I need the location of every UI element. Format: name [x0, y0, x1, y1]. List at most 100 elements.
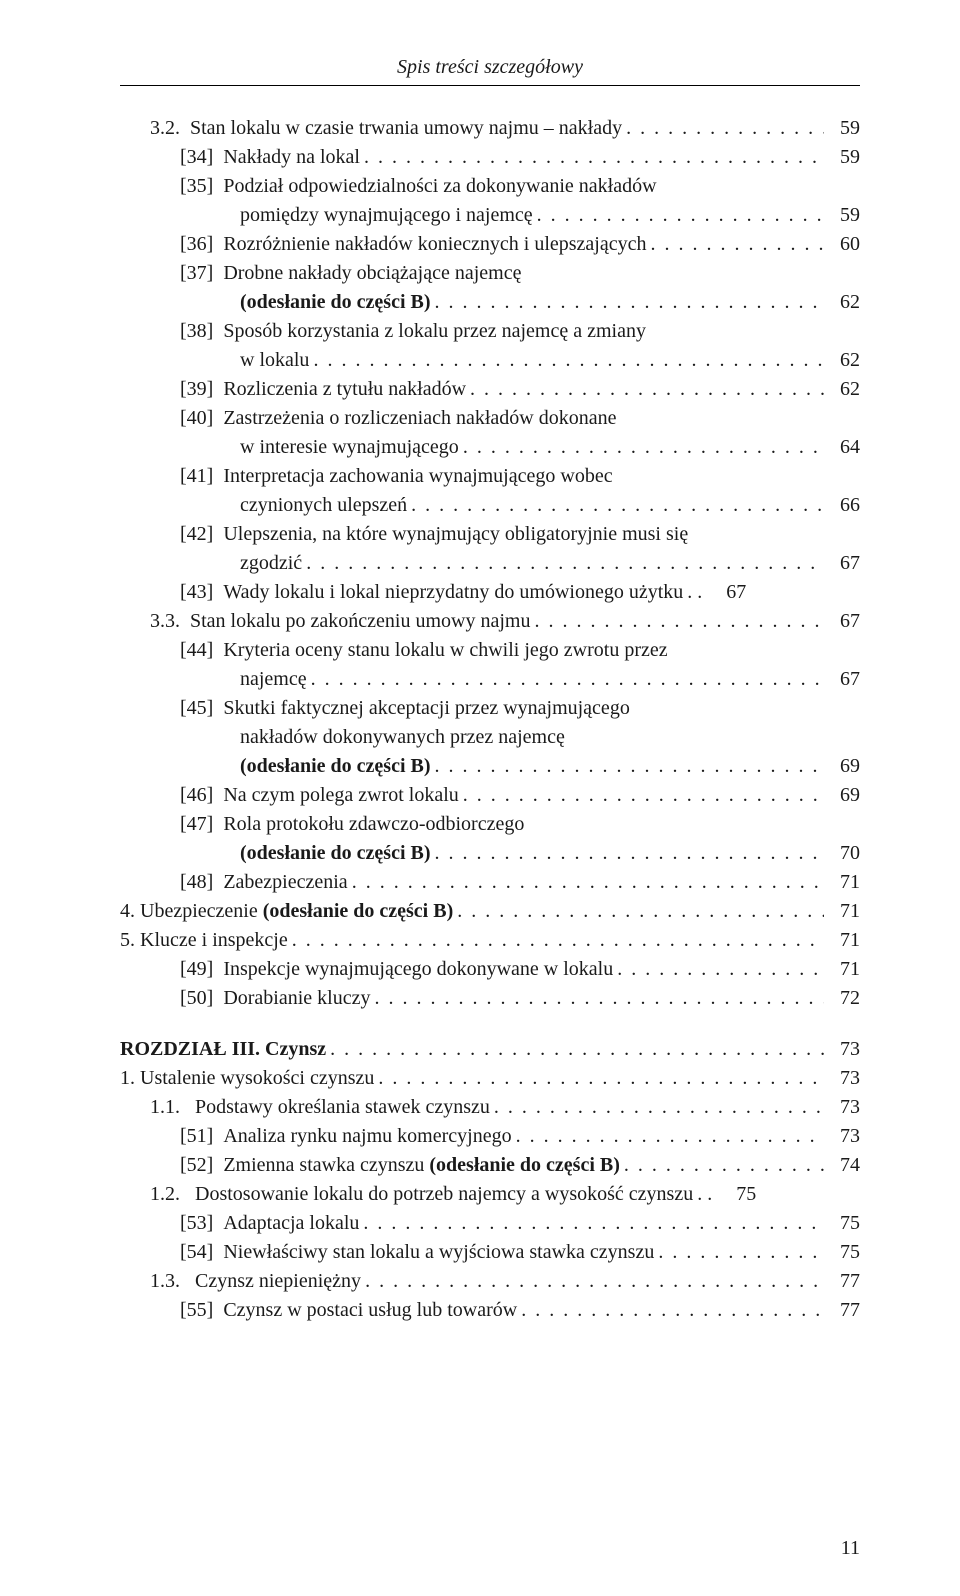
toc-page: 75 [824, 1209, 860, 1238]
toc-leader [360, 143, 824, 172]
toc-label: [41] [180, 462, 223, 491]
table-of-contents: 3.2. Stan lokalu w czasie trwania umowy … [120, 114, 860, 1325]
toc-text: Skutki faktycznej akceptacji przez wynaj… [223, 694, 629, 723]
toc-leader [620, 1151, 824, 1180]
toc-leader [288, 926, 824, 955]
toc-label: [44] [180, 636, 223, 665]
toc-page: 59 [824, 114, 860, 143]
toc-text: Podstawy określania stawek czynszu [195, 1093, 490, 1122]
toc-page: 59 [824, 143, 860, 172]
toc-entry: [48] Zabezpieczenia 71 [120, 868, 860, 897]
toc-leader [654, 1238, 824, 1267]
toc-leader: . . [683, 578, 710, 607]
toc-page: 62 [824, 288, 860, 317]
toc-text: ROZDZIAŁ III. Czynsz [120, 1035, 326, 1064]
toc-leader [374, 1064, 824, 1093]
toc-page: 73 [824, 1064, 860, 1093]
toc-entry: [40] Zastrzeżenia o rozliczeniach nakład… [120, 404, 860, 433]
toc-label: 3.2. [150, 114, 190, 143]
toc-leader [646, 230, 824, 259]
toc-entry: 1. Ustalenie wysokości czynszu 73 [120, 1064, 860, 1093]
toc-entry: [54] Niewłaściwy stan lokalu a wyjściowa… [120, 1238, 860, 1267]
toc-label: [34] [180, 143, 223, 172]
toc-entry: [36] Rozróżnienie nakładów koniecznych i… [120, 230, 860, 259]
toc-text: Niewłaściwy stan lokalu a wyjściowa staw… [223, 1238, 654, 1267]
toc-text: Podział odpowiedzialności za dokonywanie… [223, 172, 656, 201]
toc-page: 69 [824, 752, 860, 781]
toc-page: 73 [824, 1035, 860, 1064]
toc-text: nakładów dokonywanych przez najemcę [240, 723, 565, 752]
toc-leader [517, 1296, 824, 1325]
toc-text: najemcę [240, 665, 307, 694]
toc-label: [38] [180, 317, 223, 346]
toc-leader [309, 346, 824, 375]
toc-leader [361, 1267, 824, 1296]
toc-text: Inspekcje wynajmującego dokonywane w lok… [223, 955, 613, 984]
toc-leader [512, 1122, 824, 1151]
toc-text: Ulepszenia, na które wynajmujący obligat… [223, 520, 688, 549]
toc-page: 69 [824, 781, 860, 810]
toc-text: w interesie wynajmującego [240, 433, 459, 462]
toc-label: [36] [180, 230, 223, 259]
toc-label: [48] [180, 868, 223, 897]
toc-leader [530, 607, 824, 636]
toc-text: Ustalenie wysokości czynszu [140, 1064, 374, 1093]
toc-entry: [51] Analiza rynku najmu komercyjnego73 [120, 1122, 860, 1151]
toc-leader [431, 752, 824, 781]
toc-text: Klucze i inspekcje [140, 926, 288, 955]
toc-page: 75 [720, 1180, 756, 1209]
toc-text: Dorabianie kluczy [223, 984, 370, 1013]
toc-label: 4. [120, 897, 140, 926]
toc-page: 74 [824, 1151, 860, 1180]
toc-page: 67 [710, 578, 746, 607]
toc-text: Zmienna stawka czynszu (odesłanie do czę… [223, 1151, 620, 1180]
toc-text: Analiza rynku najmu komercyjnego [223, 1122, 511, 1151]
toc-text: (odesłanie do części B) [240, 288, 431, 317]
toc-page: 71 [824, 926, 860, 955]
toc-entry: 3.3. Stan lokalu po zakończeniu umowy na… [120, 607, 860, 636]
toc-entry: zgodzić67 [120, 549, 860, 578]
toc-page: 60 [824, 230, 860, 259]
toc-label: [43] [180, 578, 223, 607]
toc-text: Zastrzeżenia o rozliczeniach nakładów do… [223, 404, 616, 433]
toc-leader [407, 491, 824, 520]
toc-page: 59 [824, 201, 860, 230]
toc-page: 73 [824, 1122, 860, 1151]
toc-leader [359, 1209, 824, 1238]
toc-page: 75 [824, 1238, 860, 1267]
toc-page: 77 [824, 1267, 860, 1296]
page-number: 11 [841, 1537, 860, 1560]
toc-entry: 4. Ubezpieczenie (odesłanie do części B)… [120, 897, 860, 926]
toc-label: [46] [180, 781, 223, 810]
toc-entry: czynionych ulepszeń66 [120, 491, 860, 520]
toc-text: Czynsz w postaci usług lub towarów [223, 1296, 517, 1325]
toc-text: w lokalu [240, 346, 309, 375]
toc-leader [622, 114, 824, 143]
toc-text: Drobne nakłady obciążające najemcę [223, 259, 521, 288]
toc-page: 64 [824, 433, 860, 462]
toc-text: Rola protokołu zdawczo-odbiorczego [223, 810, 524, 839]
toc-text: Wady lokalu i lokal nieprzydatny do umów… [223, 578, 683, 607]
toc-leader [466, 375, 824, 404]
toc-entry: [47] Rola protokołu zdawczo-odbiorczego [120, 810, 860, 839]
toc-leader [348, 868, 824, 897]
toc-entry: 1.1. Podstawy określania stawek czynszu7… [120, 1093, 860, 1122]
toc-entry: [42] Ulepszenia, na które wynajmujący ob… [120, 520, 860, 549]
toc-page: 73 [824, 1093, 860, 1122]
toc-text: Rozróżnienie nakładów koniecznych i ulep… [223, 230, 646, 259]
toc-leader [459, 781, 824, 810]
toc-label: 1. [120, 1064, 140, 1093]
toc-leader [459, 433, 824, 462]
toc-entry: [45] Skutki faktycznej akceptacji przez … [120, 694, 860, 723]
toc-text: Nakłady na lokal [223, 143, 360, 172]
toc-page: 67 [824, 549, 860, 578]
toc-text: Dostosowanie lokalu do potrzeb najemcy a… [195, 1180, 693, 1209]
toc-leader: . . [693, 1180, 720, 1209]
toc-entry: [53] Adaptacja lokalu75 [120, 1209, 860, 1238]
toc-page: 71 [824, 897, 860, 926]
toc-label: [49] [180, 955, 223, 984]
toc-text: Kryteria oceny stanu lokalu w chwili jeg… [223, 636, 667, 665]
toc-text: Zabezpieczenia [223, 868, 347, 897]
toc-page: 71 [824, 868, 860, 897]
toc-entry: [39] Rozliczenia z tytułu nakładów62 [120, 375, 860, 404]
